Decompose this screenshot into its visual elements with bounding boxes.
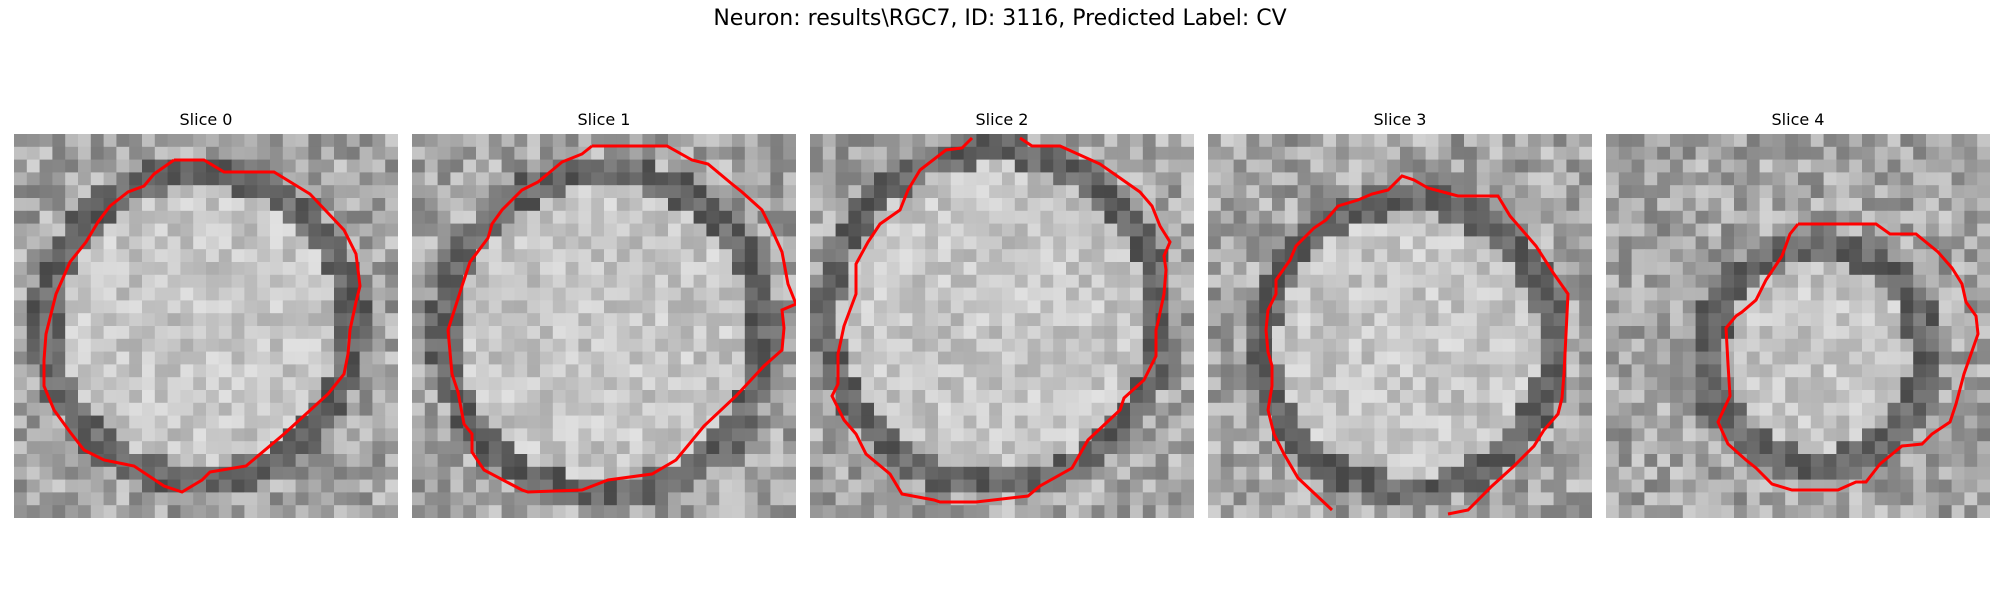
slice-4-image (1606, 134, 1990, 518)
slice-1-contour (446, 144, 796, 494)
slice-0-image (14, 134, 398, 518)
slice-0-title: Slice 0 (179, 110, 233, 129)
slice-1-image (412, 134, 796, 518)
slice-4-contour (1716, 222, 1980, 492)
slice-0-grayscale-pixels (14, 134, 398, 518)
slice-2-contour (830, 136, 1172, 504)
slice-2-grayscale-pixels (810, 134, 1194, 518)
slice-0-contour (42, 158, 362, 494)
slice-2-image (810, 134, 1194, 518)
slice-4-grayscale-pixels (1606, 134, 1990, 518)
slice-1-grayscale-pixels (412, 134, 796, 518)
slice-3-contour (1264, 174, 1570, 516)
slice-1-title: Slice 1 (577, 110, 631, 129)
slice-4-title: Slice 4 (1771, 110, 1825, 129)
figure-title: Neuron: results\RGC7, ID: 3116, Predicte… (713, 6, 1287, 31)
slice-3-title: Slice 3 (1373, 110, 1427, 129)
slice-3-image (1208, 134, 1592, 518)
slice-2-title: Slice 2 (975, 110, 1029, 129)
